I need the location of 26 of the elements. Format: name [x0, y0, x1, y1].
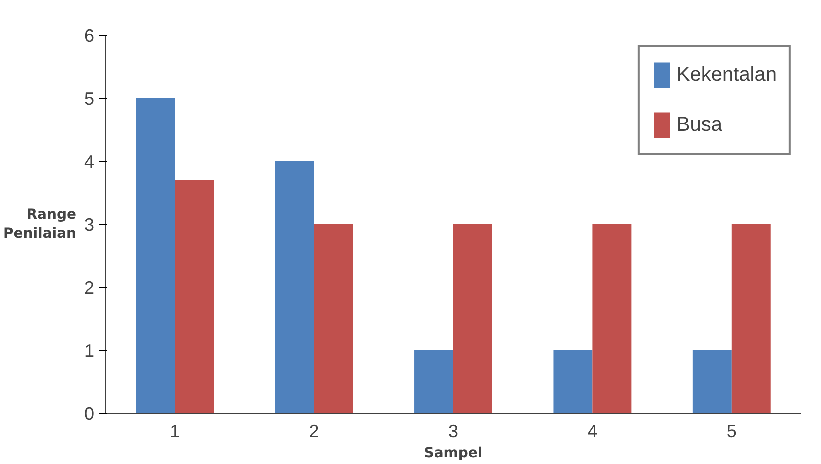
y-tick-label: 1 — [84, 341, 95, 361]
y-tick-label: 5 — [84, 89, 95, 109]
y-axis-title: Range Penilaian — [4, 206, 76, 242]
y-tick-label: 3 — [84, 215, 95, 235]
bar — [275, 162, 314, 414]
y-tick-label: 2 — [84, 278, 95, 298]
x-tick-label: 3 — [448, 422, 459, 442]
legend-label: Busa — [676, 114, 723, 136]
bar — [592, 224, 632, 414]
x-tick-label: 4 — [588, 422, 598, 442]
y-tick-label: 0 — [84, 404, 95, 424]
bar — [454, 224, 492, 414]
x-tick-label: 5 — [726, 422, 737, 442]
bar — [314, 224, 354, 414]
x-tick-label: 2 — [309, 422, 320, 442]
x-axis-title: Sampel — [424, 446, 483, 462]
bar — [175, 180, 214, 414]
x-tick-label: 1 — [170, 422, 180, 442]
bar — [692, 350, 732, 414]
y-tick-label: 6 — [84, 26, 95, 46]
legend-label: Kekentalan — [676, 64, 777, 86]
bar — [136, 98, 176, 414]
bar — [414, 350, 454, 414]
y-tick-label: 4 — [84, 152, 95, 172]
bar — [554, 350, 593, 414]
bar — [732, 224, 771, 414]
